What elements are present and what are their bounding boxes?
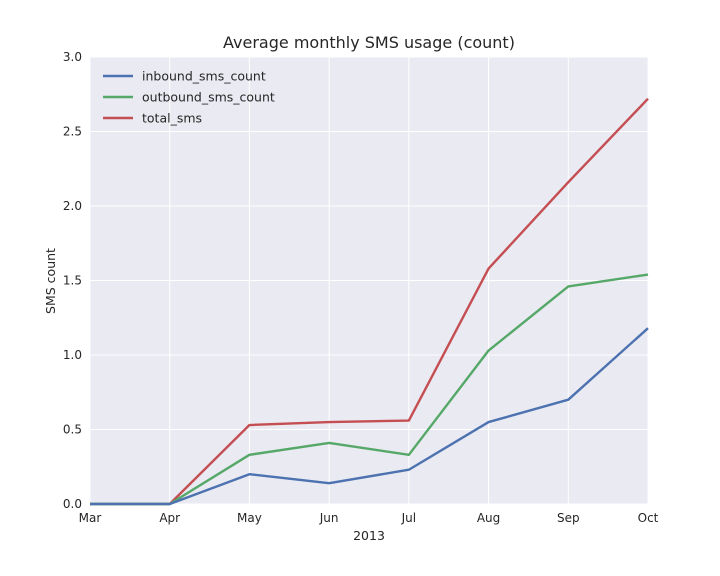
x-tick-label: Sep — [557, 511, 580, 525]
y-axis-label: SMS count — [43, 248, 58, 314]
series-line-outbound-sms-count — [90, 273, 649, 506]
x-tick-label: Mar — [79, 511, 102, 525]
legend: inbound_sms_count outbound_sms_counttotal… — [103, 69, 275, 126]
x-tick-label: May — [237, 511, 262, 525]
grid-lines — [89, 56, 649, 505]
y-tick-labels: 0.0 0.5 1.0 1.5 2.0 2.5 3.0 — [63, 50, 82, 511]
y-tick-label: 0.0 — [63, 497, 82, 511]
y-tick-label: 1.0 — [63, 348, 82, 362]
x-tick-label: Jun — [319, 511, 339, 525]
x-tick-label: Oct — [638, 511, 659, 525]
legend-label: outbound_sms_count — [142, 90, 275, 105]
series-line-total-sms — [90, 97, 649, 506]
series-line-inbound-sms-count — [90, 327, 649, 506]
x-tick-label: Apr — [159, 511, 180, 525]
chart-title: Average monthly SMS usage (count) — [223, 33, 515, 52]
y-tick-label: 2.0 — [63, 199, 82, 213]
x-tick-label: Aug — [477, 511, 500, 525]
y-tick-label: 0.5 — [63, 423, 82, 437]
x-tick-label: Jul — [401, 511, 416, 525]
legend-label: total_sms — [142, 111, 202, 126]
y-tick-label: 3.0 — [63, 50, 82, 64]
x-axis-label: 2013 — [353, 528, 385, 543]
series-lines — [90, 97, 649, 506]
legend-label: inbound_sms_count — [142, 69, 266, 84]
x-tick-labels: Mar Apr May Jun Jul Aug Sep Oct — [79, 511, 659, 525]
y-tick-label: 2.5 — [63, 125, 82, 139]
y-tick-label: 1.5 — [63, 274, 82, 288]
